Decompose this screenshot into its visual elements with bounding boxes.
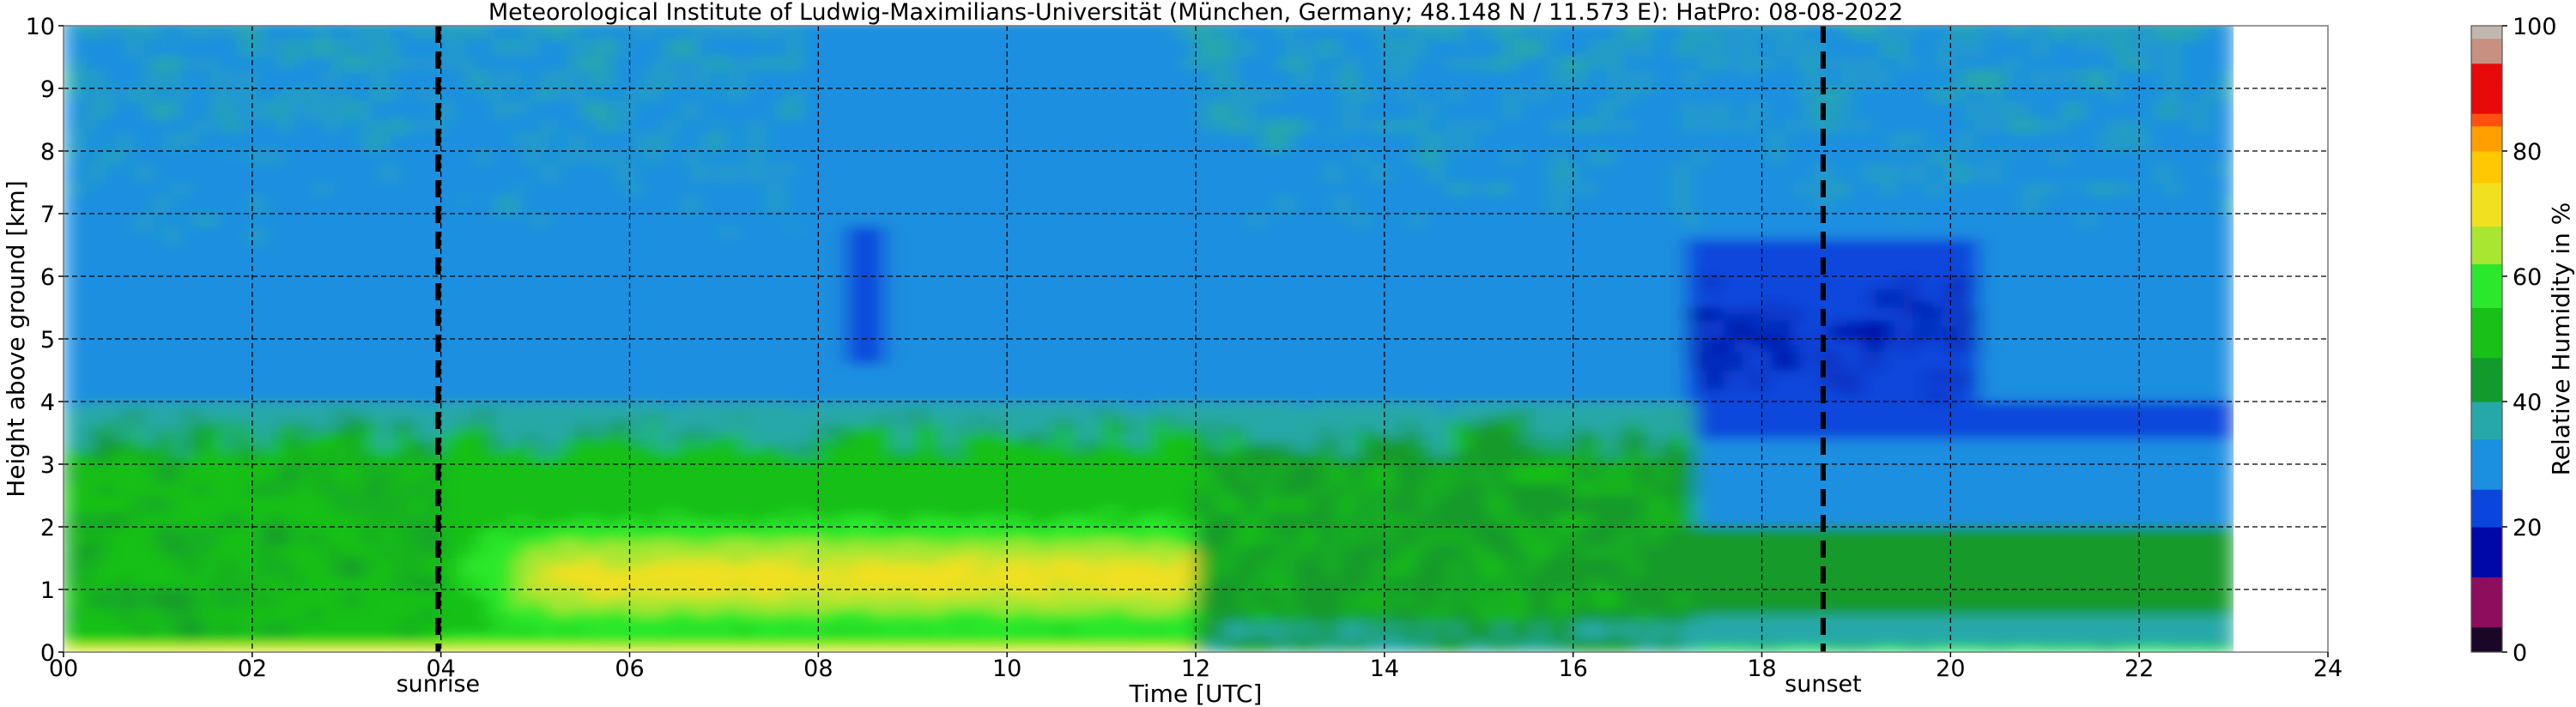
colorbar-level — [2471, 527, 2502, 577]
colorbar-label: Relative Humidity in % — [2547, 202, 2575, 476]
colorbar-tick-label: 0 — [2512, 640, 2527, 667]
y-axis-ticks: 0 1 2 3 4 5 6 7 8 9 10 — [26, 14, 64, 667]
y-tick-label: 0 — [40, 640, 55, 667]
colorbar-level — [2471, 402, 2502, 439]
y-tick-label: 3 — [40, 452, 55, 479]
x-tick-label: 14 — [1370, 656, 1399, 682]
y-tick-label: 9 — [40, 76, 55, 103]
x-tick-label: 22 — [2124, 656, 2154, 682]
x-tick-label: 24 — [2313, 656, 2343, 682]
y-tick-label: 5 — [40, 327, 55, 354]
x-tick-label: 16 — [1558, 656, 1587, 682]
x-tick-label: 02 — [238, 656, 267, 682]
y-tick-label: 1 — [40, 577, 55, 604]
x-tick-label: 06 — [615, 656, 644, 682]
colorbar-level — [2471, 39, 2502, 64]
colorbar-tick-label: 20 — [2512, 515, 2542, 541]
y-axis-label: Height above ground [km] — [2, 180, 30, 498]
x-tick-label: 20 — [1936, 656, 1965, 682]
y-tick-label: 2 — [40, 515, 55, 541]
y-tick-label: 6 — [40, 264, 55, 291]
colorbar-level — [2471, 126, 2502, 152]
colorbar-level — [2471, 183, 2502, 227]
colorbar-tick-label: 100 — [2512, 14, 2557, 40]
colorbar-tick-label: 80 — [2512, 139, 2542, 166]
colorbar-level — [2471, 113, 2502, 126]
colorbar-level — [2471, 151, 2502, 183]
y-tick-label: 4 — [40, 390, 55, 416]
x-axis-ticks: 00 02 04 06 08 10 12 14 16 18 20 22 24 — [49, 652, 2343, 682]
colorbar-level — [2471, 26, 2502, 39]
colorbar-level — [2471, 627, 2502, 653]
colorbar-level — [2471, 439, 2502, 490]
y-tick-label: 8 — [40, 139, 55, 166]
colorbar-level — [2471, 577, 2502, 627]
x-tick-label: 18 — [1747, 656, 1776, 682]
x-axis-label: Time [UTC] — [1129, 680, 1263, 707]
colorbar-level — [2471, 63, 2502, 114]
event-label-sunset: sunset — [1785, 671, 1862, 698]
x-tick-label: 04 — [426, 656, 455, 682]
colorbar-level — [2471, 489, 2502, 527]
colorbar: 0 20 40 60 80 100 — [2471, 14, 2557, 667]
colorbar-level — [2471, 227, 2502, 264]
x-tick-label: 12 — [1181, 656, 1210, 682]
colorbar-tick-label: 60 — [2512, 264, 2542, 291]
x-tick-label: 10 — [992, 656, 1021, 682]
y-tick-label: 10 — [26, 14, 55, 40]
colorbar-level — [2471, 263, 2502, 308]
x-tick-label: 08 — [803, 656, 833, 682]
colorbar-tick-label: 40 — [2512, 390, 2542, 416]
colorbar-level — [2471, 308, 2502, 359]
y-tick-label: 7 — [40, 202, 55, 228]
colorbar-level — [2471, 358, 2502, 402]
chart-title: Meteorological Institute of Ludwig-Maxim… — [488, 0, 1903, 26]
